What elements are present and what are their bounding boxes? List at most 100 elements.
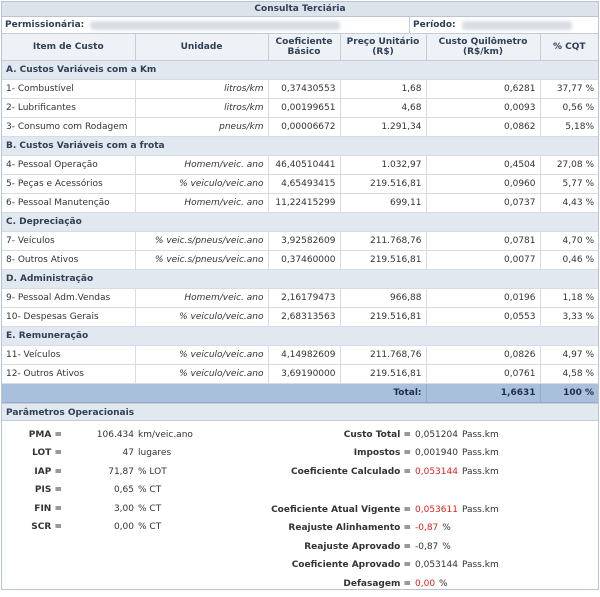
- price-cell: 219.516,81: [340, 364, 427, 384]
- param-value: 3,00: [113, 503, 134, 514]
- cost-cell: 0,0826: [426, 345, 541, 365]
- result-label: Custo Total =: [343, 429, 411, 440]
- param-row: FIN = 3,00 % CT: [2, 500, 161, 518]
- pct-cell: 4,97 %: [540, 345, 598, 365]
- item-cell: 12- Outros Ativos: [2, 364, 136, 384]
- result-unit: Pass.km: [461, 504, 499, 515]
- result-value: 0,053144: [415, 560, 458, 570]
- col-header-item: Item de Custo: [2, 34, 136, 61]
- cost-cell: 0,6281: [426, 79, 541, 99]
- param-unit: % CT: [138, 485, 162, 495]
- price-cell: 966,88: [340, 288, 427, 308]
- pct-cell: 4,58 %: [540, 364, 598, 384]
- item-cell: 2- Lubrificantes: [2, 98, 136, 118]
- param-unit: lugares: [138, 448, 172, 458]
- item-cell: 4- Pessoal Operação: [2, 155, 136, 175]
- result-value: 0,001940: [415, 448, 458, 458]
- result-label: Coeficiente Atual Vigente =: [271, 504, 411, 515]
- price-cell: 1.291,34: [340, 117, 427, 137]
- section-label: B. Custos Variáveis com a frota: [2, 136, 598, 156]
- result-value: 0,00: [415, 578, 436, 589]
- permissionaria-field: Permissionária:: [2, 17, 410, 33]
- params-title: Parâmetros Operacionais: [2, 402, 598, 421]
- params-panel: PMA = 106.434 km/veic.ano LOT = 47 lugares IAP…: [2, 421, 598, 597]
- total-pct: 100 %: [540, 383, 598, 403]
- section-label: A. Custos Variáveis com a Km: [2, 60, 598, 80]
- cost-cell: 0,0960: [426, 174, 541, 194]
- price-cell: 219.516,81: [340, 250, 427, 270]
- param-unit: km/veic.ano: [138, 429, 193, 440]
- result-label: Reajuste Alinhamento =: [288, 523, 411, 533]
- coef-cell: 3,69190000: [268, 364, 341, 384]
- result-row: Impostos = 0,001940 Pass.km: [177, 444, 499, 462]
- param-row: SCR = 0,00 % CT: [2, 518, 161, 536]
- table-row: 1- Combustível litros/km 0,37430553 1,68 0,6…: [2, 79, 598, 99]
- result-unit: %: [439, 578, 448, 589]
- panel-title: Consulta Terciária: [2, 2, 598, 17]
- coef-cell: 0,37430553: [268, 79, 341, 99]
- item-cell: 10- Despesas Gerais: [2, 307, 136, 327]
- table-row: 4- Pessoal Operação Homem/veic. ano 46,405…: [2, 155, 598, 175]
- table-row: 8- Outros Ativos% veic.s/pneus/veic.ano 0…: [2, 250, 598, 270]
- result-value: -0,87: [415, 541, 439, 552]
- param-row: IAP = 71,87 % LOT: [2, 463, 167, 481]
- info-bar: Permissionária: Período:: [2, 17, 598, 34]
- unit-cell: pneus/km: [135, 117, 269, 137]
- result-value: 0,053144: [415, 466, 458, 477]
- table-row: 2- Lubrificantes litros/km 0,00199651 4,68 0…: [2, 98, 598, 118]
- pct-cell: 1,18 %: [540, 288, 598, 308]
- unit-cell: % veiculo/veic.ano: [135, 364, 269, 384]
- coef-cell: 4,65493415: [268, 174, 341, 194]
- result-row: Defasagem = 0,00%: [177, 575, 448, 593]
- item-cell: 7- Veículos: [2, 231, 136, 251]
- price-cell: 219.516,81: [340, 174, 427, 194]
- pct-cell: 4,43 %: [540, 193, 598, 213]
- pct-cell: 3,33 %: [540, 307, 598, 327]
- param-value: 106.434: [96, 429, 134, 440]
- param-value: 47: [122, 448, 134, 458]
- cost-cell: 0,4504: [426, 155, 541, 175]
- param-label: FIN =: [34, 503, 62, 514]
- price-cell: 219.516,81: [340, 307, 427, 327]
- result-label: Reajuste Aprovado =: [304, 541, 411, 552]
- unit-cell: litros/km: [135, 79, 269, 99]
- result-row: Coeficiente Atual Vigente = 0,053611 Pass.…: [177, 501, 499, 519]
- section-label: D. Administração: [2, 269, 598, 289]
- price-cell: 699,11: [340, 193, 427, 213]
- coef-cell: 46,40510441: [268, 155, 341, 175]
- table-row: 12- Outros Ativos% veiculo/veic.ano 3,691…: [2, 364, 598, 384]
- item-cell: 11- Veículos: [2, 345, 136, 365]
- param-label: PIS =: [34, 485, 62, 495]
- pct-cell: 4,70 %: [540, 231, 598, 251]
- result-row: Custo Total = 0,051204 Pass.km: [177, 426, 499, 444]
- pct-cell: 27,08 %: [540, 155, 598, 175]
- section-header: B. Custos Variáveis com a frota: [2, 136, 598, 156]
- unit-cell: % veic.s/pneus/veic.ano: [135, 231, 269, 251]
- table-row: 7- Veículos% veic.s/pneus/veic.ano 3,9258…: [2, 231, 598, 251]
- section-header: D. Administração: [2, 269, 598, 289]
- param-unit: % LOT: [138, 466, 167, 477]
- cost-cell: 0,0553: [426, 307, 541, 327]
- section-label: C. Depreciação: [2, 212, 598, 232]
- section-header: E. Remuneração: [2, 326, 598, 346]
- pct-cell: 0,46 %: [540, 250, 598, 270]
- pct-cell: 37,77 %: [540, 79, 598, 99]
- coef-cell: 0,37460000: [268, 250, 341, 270]
- coef-cell: 2,68313563: [268, 307, 341, 327]
- cost-cell: 0,0077: [426, 250, 541, 270]
- item-cell: 6- Pessoal Manutenção: [2, 193, 136, 213]
- table-row: 9- Pessoal Adm.Vendas Homem/veic. ano 2,16…: [2, 288, 598, 308]
- cost-cell: 0,0196: [426, 288, 541, 308]
- cost-cell: 0,0781: [426, 231, 541, 251]
- result-unit: Pass.km: [461, 429, 499, 440]
- item-cell: 1- Combustível: [2, 79, 136, 99]
- col-header-preco: Preço Unitário (R$): [340, 34, 427, 61]
- param-value: 0,00: [113, 522, 134, 532]
- table-row: 5- Peças e Acessórios% veiculo/veic.ano 4…: [2, 174, 598, 194]
- pct-cell: 5,18%: [540, 117, 598, 137]
- price-cell: 1.032,97: [340, 155, 427, 175]
- result-label: Coeficiente Aprovado =: [291, 560, 411, 570]
- col-header-cqt: % CQT: [540, 34, 598, 61]
- result-unit: Pass.km: [461, 466, 499, 477]
